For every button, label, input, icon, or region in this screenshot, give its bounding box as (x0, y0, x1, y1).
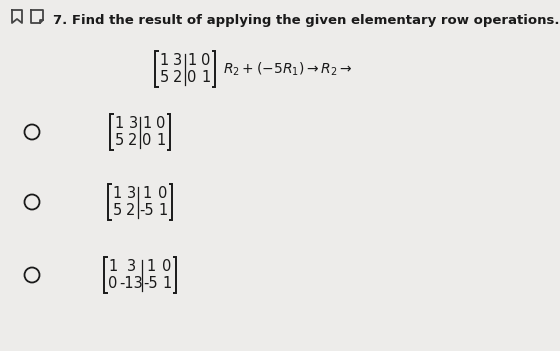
Text: 0: 0 (187, 70, 197, 85)
Text: 0: 0 (108, 276, 118, 291)
Text: 1: 1 (146, 259, 156, 274)
Text: 1: 1 (109, 259, 118, 274)
Text: 3: 3 (127, 186, 136, 201)
Text: 1: 1 (113, 186, 122, 201)
Text: 1: 1 (162, 276, 171, 291)
Text: $R_2+(-5R_1)\rightarrow R_2\rightarrow$: $R_2+(-5R_1)\rightarrow R_2\rightarrow$ (223, 60, 353, 78)
Text: 2: 2 (173, 70, 183, 85)
Text: 5: 5 (160, 70, 169, 85)
Text: -5: -5 (144, 276, 158, 291)
Text: 0: 0 (156, 116, 166, 131)
Text: 2: 2 (127, 203, 136, 218)
Text: 0: 0 (162, 259, 172, 274)
Text: 5: 5 (114, 133, 124, 148)
Text: 3: 3 (127, 259, 136, 274)
Text: -13: -13 (119, 276, 143, 291)
Text: 1: 1 (188, 53, 197, 68)
Text: 1: 1 (160, 53, 169, 68)
Text: 3: 3 (174, 53, 183, 68)
Text: 2: 2 (128, 133, 138, 148)
Text: 0: 0 (142, 133, 152, 148)
Text: 0: 0 (158, 186, 167, 201)
Text: 1: 1 (156, 133, 166, 148)
Text: 7. Find the result of applying the given elementary row operations.: 7. Find the result of applying the given… (53, 14, 559, 27)
Text: 3: 3 (128, 116, 138, 131)
Text: 1: 1 (158, 203, 167, 218)
Text: 1: 1 (202, 70, 211, 85)
Text: -5: -5 (139, 203, 155, 218)
Text: 1: 1 (114, 116, 124, 131)
Text: 5: 5 (113, 203, 122, 218)
Text: 1: 1 (142, 186, 152, 201)
Text: 1: 1 (142, 116, 152, 131)
Text: 0: 0 (201, 53, 211, 68)
